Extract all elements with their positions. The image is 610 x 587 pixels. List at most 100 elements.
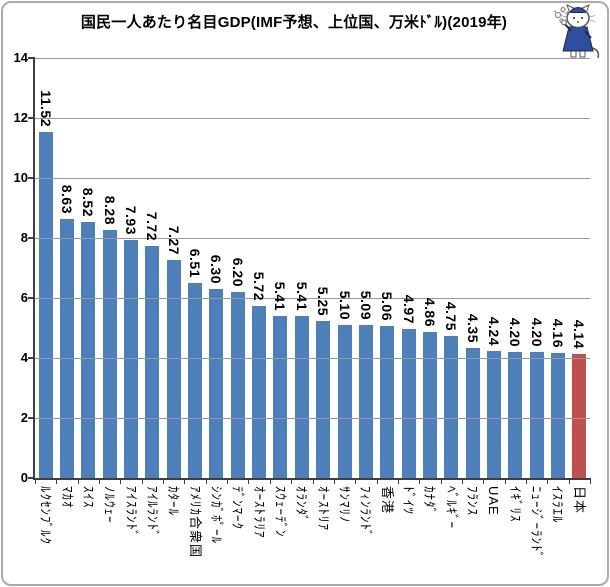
x-axis-tick	[291, 480, 293, 484]
category-label: ﾙｸｾﾝﾌﾞﾙｸ	[38, 486, 54, 545]
x-axis-tick	[355, 480, 357, 484]
bar-value-label: 4.20	[528, 317, 545, 347]
bar-value-label: 7.72	[144, 212, 161, 242]
bar	[81, 222, 96, 478]
category-label: ｲｷﾞﾘｽ	[507, 486, 523, 523]
bar-value-label: 4.16	[549, 318, 566, 349]
x-axis-tick	[440, 480, 442, 484]
bar-value-label: 7.93	[123, 205, 140, 236]
y-axis-tick-label: 2	[20, 410, 28, 425]
x-axis-tick	[461, 480, 463, 484]
x-axis-tick	[504, 480, 506, 484]
x-axis-tick	[184, 480, 186, 484]
x-axis-tick	[483, 480, 485, 484]
category-label: ｱｲｽﾗﾝﾄﾞ	[123, 486, 139, 538]
category-label: ｵｰｽﾄﾗﾘｱ	[251, 486, 267, 539]
bar-value-label: 4.75	[443, 301, 460, 331]
gridline	[35, 117, 590, 119]
mascot-cat-icon	[551, 3, 603, 59]
y-axis-tick-label: 12	[13, 110, 28, 125]
bar-value-label: 6.30	[208, 254, 225, 284]
bar-value-label: 8.28	[101, 195, 118, 225]
category-label: ﾏｶｵ	[59, 486, 75, 509]
y-axis-tick-label: 4	[20, 350, 28, 365]
category-label: ﾉﾙｳｪｰ	[102, 486, 118, 524]
category-label: ｱﾒﾘｶ合衆国	[187, 486, 203, 559]
gridline	[35, 237, 590, 239]
bar	[38, 132, 53, 478]
bar	[273, 315, 288, 478]
gridline	[35, 177, 590, 179]
bar	[188, 282, 203, 478]
bar-value-label: 7.27	[165, 225, 182, 255]
bar	[380, 326, 395, 478]
category-label: ﾄﾞｲﾂ	[401, 486, 417, 515]
bar	[252, 306, 267, 478]
bar	[60, 219, 75, 478]
x-axis-tick	[333, 480, 335, 484]
category-label: 日本	[571, 486, 587, 515]
bar-value-label: 5.72	[251, 272, 268, 302]
x-axis-tick	[77, 480, 79, 484]
bar	[209, 289, 224, 478]
category-label: ｶﾅﾀﾞ	[422, 486, 438, 515]
x-axis-tick	[205, 480, 207, 484]
bar-value-label: 5.06	[379, 291, 396, 322]
gridline	[35, 417, 590, 419]
x-axis-tick	[312, 480, 314, 484]
bar-value-label: 5.41	[272, 281, 289, 311]
bar-highlight	[572, 353, 587, 478]
bar-value-label: 11.52	[37, 90, 54, 128]
bar-value-label: 8.52	[80, 188, 97, 218]
y-axis-tick	[28, 177, 34, 179]
bar-value-label: 4.97	[400, 294, 417, 324]
category-label: ｶﾀｰﾙ	[166, 486, 182, 516]
bar-value-label: 8.63	[59, 184, 76, 215]
x-axis-tick	[376, 480, 378, 484]
x-axis-tick	[397, 480, 399, 484]
y-axis-line	[33, 57, 35, 480]
gridline	[35, 357, 590, 359]
bar	[316, 320, 331, 478]
y-axis-tick	[28, 477, 34, 479]
gridline	[35, 297, 590, 299]
bar	[102, 229, 117, 478]
x-axis-tick	[141, 480, 143, 484]
x-axis-tick	[269, 480, 271, 484]
bar	[465, 347, 480, 478]
y-axis-tick-label: 14	[13, 50, 28, 65]
chart-title: 国民一人あたり名目GDP(IMF予想、上位国、万米ﾄﾞﾙ)(2019年)	[80, 14, 508, 31]
bar	[145, 246, 160, 478]
y-axis-tick	[28, 357, 34, 359]
category-label: ﾃﾞﾝﾏｰｸ	[230, 486, 246, 530]
bar	[529, 352, 544, 478]
bar	[444, 335, 459, 478]
bar-value-label: 5.10	[336, 290, 353, 320]
y-axis-tick	[28, 417, 34, 419]
bar-value-label: 5.25	[315, 286, 332, 316]
bar-value-label: 4.14	[571, 319, 588, 349]
y-axis-tick-label: 10	[13, 170, 28, 185]
bar	[550, 353, 565, 478]
bar-value-label: 6.51	[187, 248, 204, 278]
x-axis-line	[33, 478, 591, 480]
x-axis-tick	[248, 480, 250, 484]
bar	[337, 325, 352, 478]
bar	[486, 350, 501, 478]
category-label: ｽｳｪｰﾃﾞﾝ	[272, 486, 288, 538]
bar-value-label: 4.20	[507, 317, 524, 347]
x-axis-tick	[163, 480, 165, 484]
x-axis-tick	[56, 480, 58, 484]
x-axis-tick	[35, 480, 36, 484]
category-label: ｽｲｽ	[80, 486, 96, 509]
bar-value-label: 4.24	[485, 316, 502, 346]
category-label: ﾌｨﾝﾗﾝﾄﾞ	[358, 486, 374, 538]
x-axis-tick	[120, 480, 122, 484]
x-axis-tick	[525, 480, 527, 484]
bar	[230, 292, 245, 478]
category-label: ﾌﾗﾝｽ	[465, 486, 481, 516]
category-label: ｵｰｽﾄﾘｱ	[315, 486, 331, 531]
x-axis-tick	[419, 480, 421, 484]
category-label: ﾍﾞﾙｷﾞｰ	[443, 486, 459, 529]
